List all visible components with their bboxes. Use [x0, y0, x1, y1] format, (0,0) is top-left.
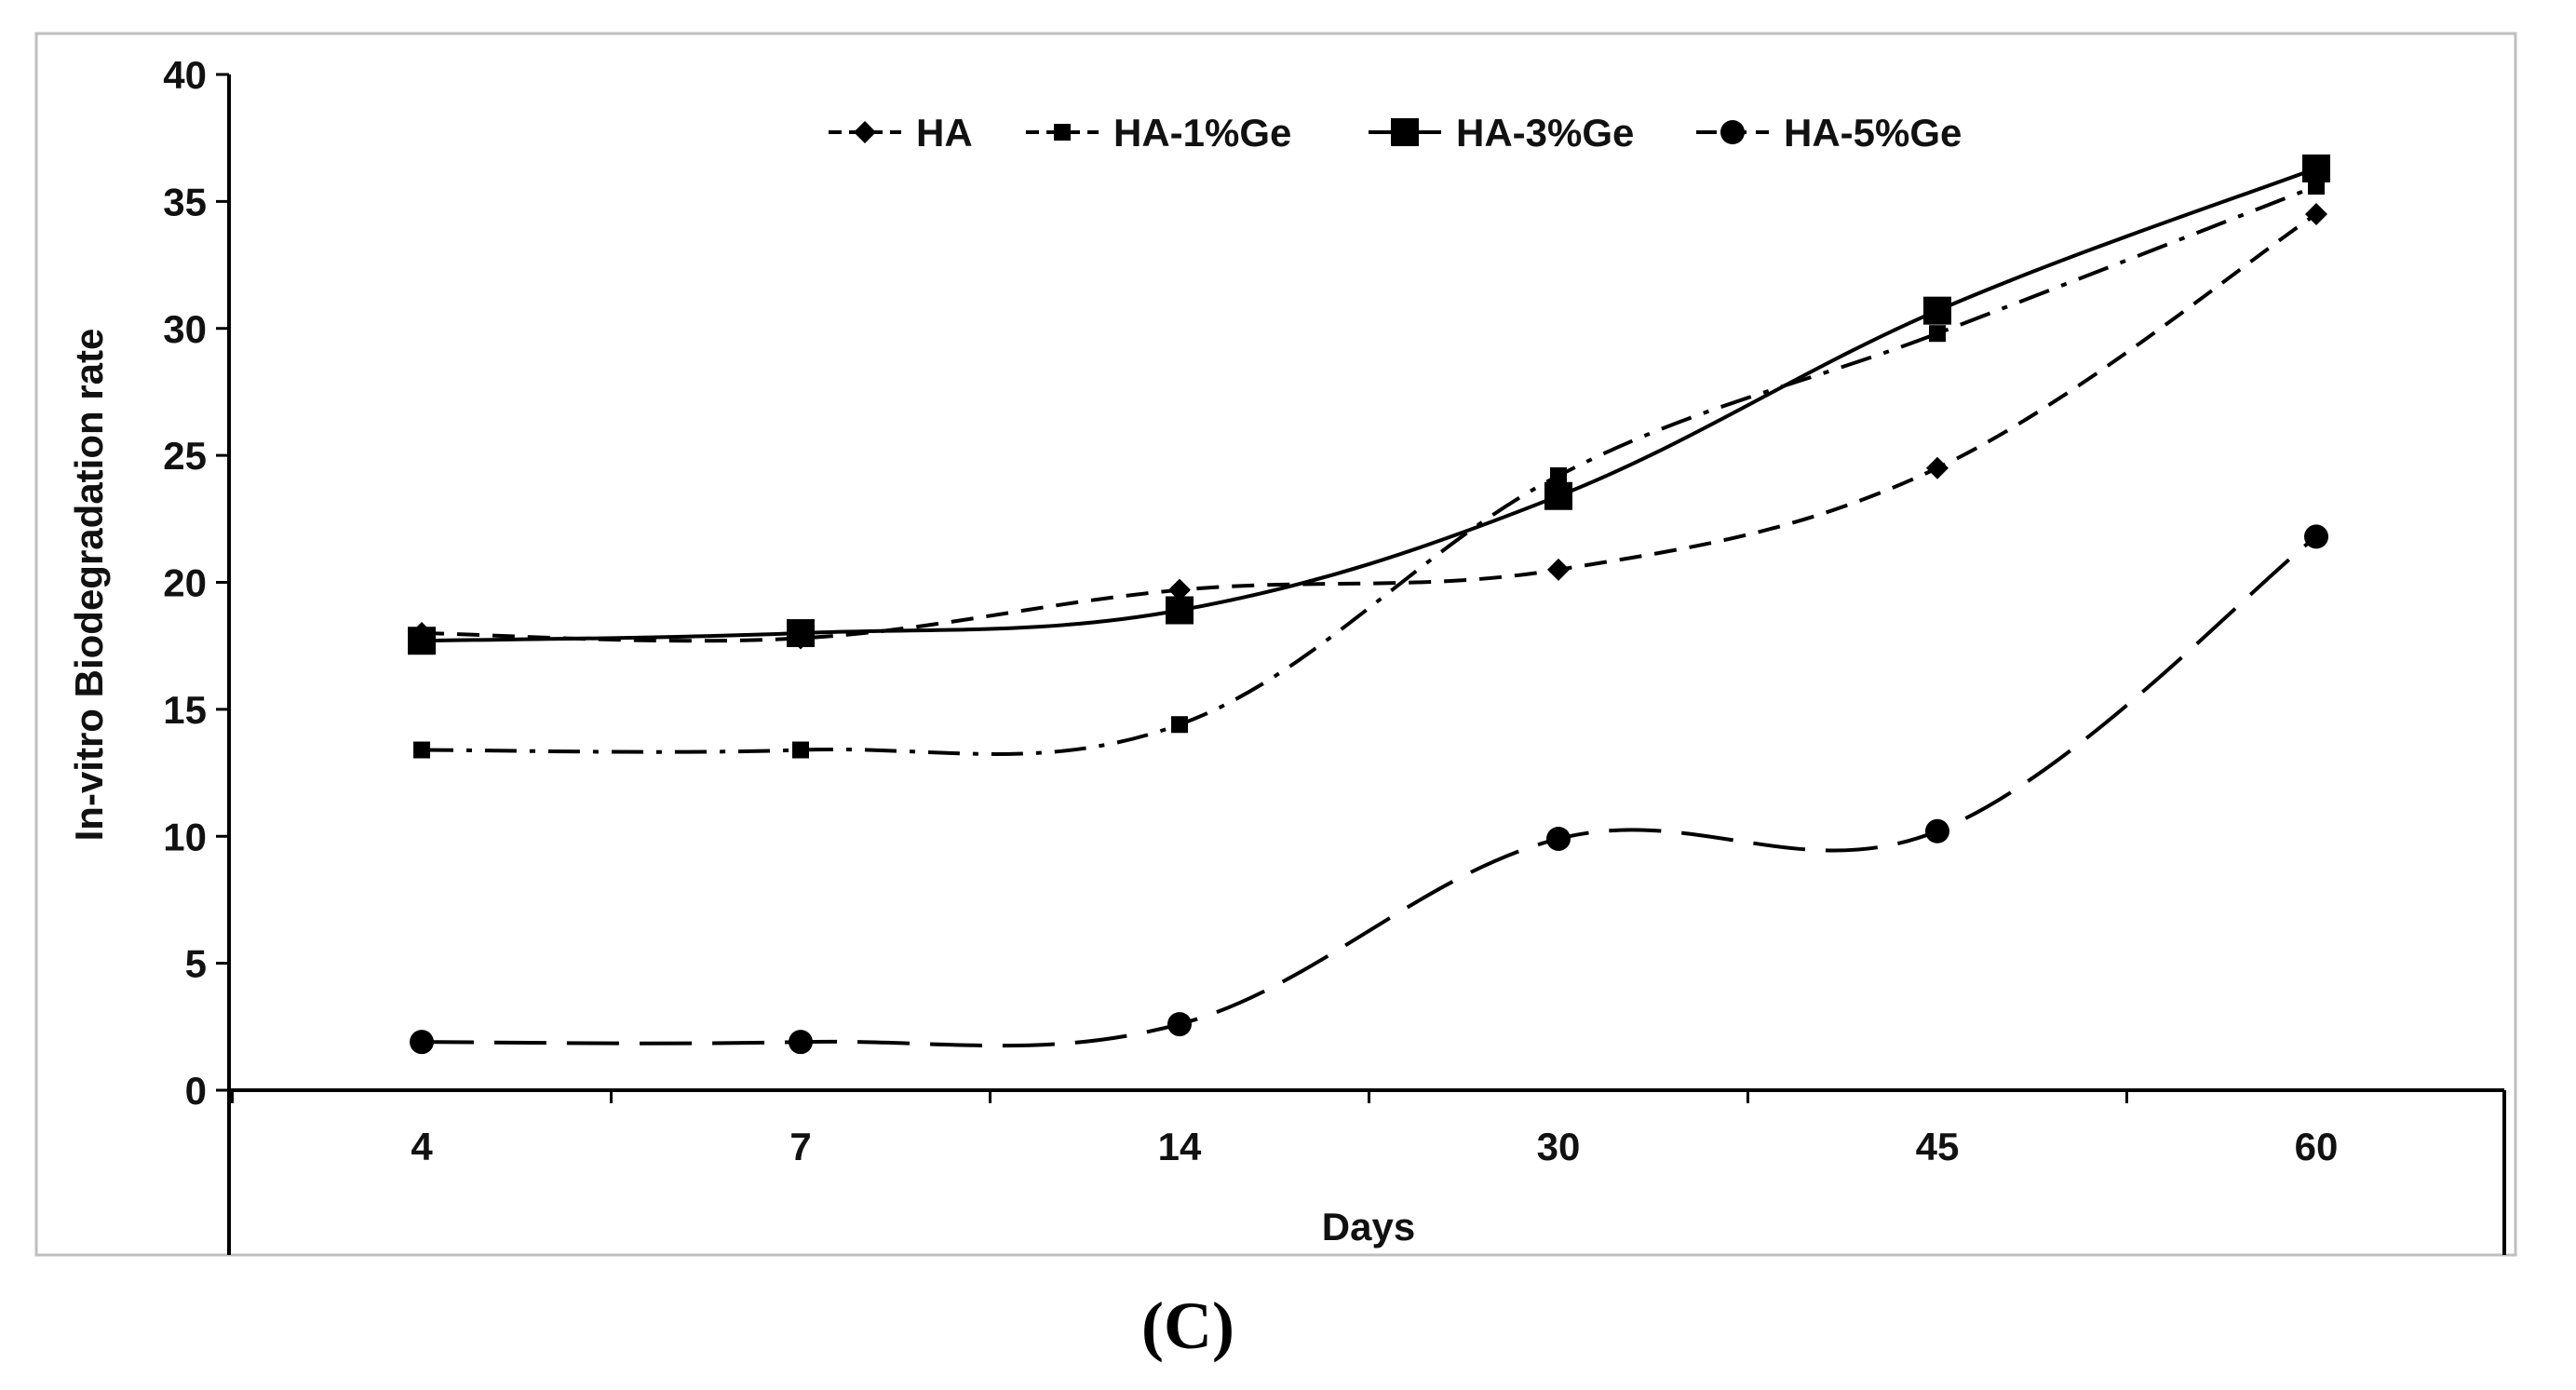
data-point-ha-3pctge-7 [787, 619, 815, 648]
series-ha-3pctge [408, 154, 2330, 655]
data-point-ha-1pctge-7 [792, 741, 809, 759]
legend-marker-ha-5pctge [1720, 120, 1745, 144]
legend-item-ha-5pctge: HA-5%Ge [1696, 111, 1962, 155]
series-line-ha [421, 212, 2318, 643]
data-point-ha-1pctge-30 [1550, 466, 1567, 484]
data-point-ha-1pctge-14 [1171, 716, 1188, 734]
legend-item-ha-3pctge: HA-3%Ge [1369, 111, 1634, 155]
series-line-ha-3pctge [421, 167, 2317, 643]
data-point-ha-30 [1547, 558, 1570, 581]
legend-label-ha-1pctge: HA-1%Ge [1113, 111, 1291, 155]
y-tick-label: 5 [185, 942, 207, 986]
y-tick-label: 25 [163, 434, 207, 478]
data-point-ha-1pctge-45 [1929, 325, 1946, 343]
legend-marker-ha-3pctge [1391, 118, 1419, 146]
x-axis-title: Days [1322, 1205, 1415, 1248]
data-point-ha-5pctge-4 [410, 1030, 434, 1055]
legend-label-ha-5pctge: HA-5%Ge [1784, 111, 1962, 155]
data-point-ha-3pctge-4 [408, 627, 436, 655]
x-tick-label: 4 [411, 1125, 433, 1168]
data-point-ha-5pctge-30 [1546, 826, 1571, 851]
x-tick-label: 14 [1158, 1125, 1202, 1168]
data-point-ha-5pctge-7 [789, 1030, 813, 1055]
data-point-ha-5pctge-60 [2304, 524, 2328, 549]
legend-label-ha-3pctge: HA-3%Ge [1456, 111, 1634, 155]
legend: HA HA-1%Ge HA-3%Ge HA-5%Ge [829, 111, 1962, 155]
chart-frame [34, 32, 2517, 1257]
x-tick-label: 30 [1537, 1125, 1581, 1168]
y-tick-label: 20 [163, 561, 207, 605]
data-point-ha-45 [1926, 456, 1949, 479]
series-layer [408, 154, 2330, 1055]
y-axis-title: In-vitro Biodegradation rate [67, 329, 111, 842]
data-point-ha-3pctge-30 [1544, 481, 1572, 510]
legend-label-ha: HA [916, 111, 973, 155]
series-line-ha-5pctge [421, 534, 2318, 1048]
y-tick-label: 15 [163, 688, 207, 732]
data-point-ha-5pctge-45 [1925, 818, 1949, 843]
series-ha-5pctge [410, 524, 2328, 1055]
data-point-ha-5pctge-14 [1167, 1012, 1192, 1037]
y-tick-label: 35 [163, 180, 207, 223]
data-point-ha-14 [1168, 578, 1191, 601]
y-tick-label: 0 [185, 1069, 207, 1113]
data-point-ha-3pctge-45 [1923, 296, 1951, 325]
data-point-ha-1pctge-4 [413, 741, 430, 759]
legend-marker-ha-1pctge [1054, 124, 1071, 141]
series-line-ha-1pctge [421, 184, 2317, 756]
y-tick-label: 10 [163, 815, 207, 858]
x-tick-label: 45 [1916, 1125, 1960, 1168]
axes: 0 5 10 15 20 25 30 35 40 4 7 14 30 45 60 [163, 53, 2506, 1255]
figure-caption: (C) [1141, 1289, 1234, 1363]
y-tick-label: 40 [163, 53, 207, 97]
legend-item-ha: HA [829, 111, 973, 155]
data-point-ha-3pctge-14 [1166, 596, 1194, 625]
legend-item-ha-1pctge: HA-1%Ge [1026, 111, 1291, 155]
x-tick-label: 7 [789, 1125, 811, 1168]
data-point-ha-60 [2305, 203, 2327, 226]
y-tick-label: 30 [163, 307, 207, 351]
legend-marker-ha [854, 121, 876, 143]
data-point-ha-3pctge-60 [2302, 154, 2330, 182]
x-tick-label: 60 [2295, 1125, 2339, 1168]
